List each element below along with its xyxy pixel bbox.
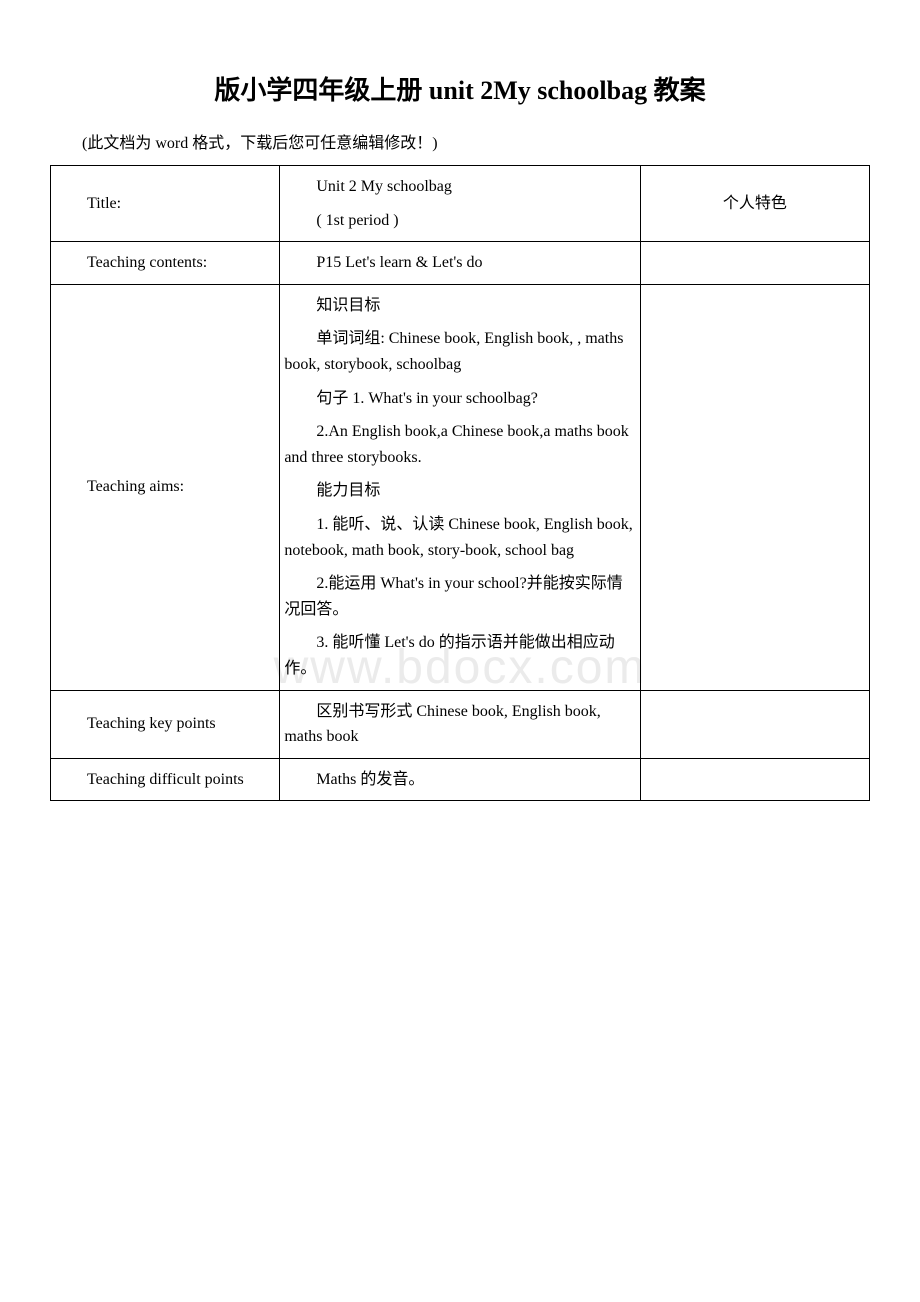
format-note: (此文档为 word 格式，下载后您可任意编辑修改！) xyxy=(50,129,870,153)
content-line: P15 Let's learn & Let's do xyxy=(284,250,635,276)
content-line: 3. 能听懂 Let's do 的指示语并能做出相应动作。 xyxy=(284,630,635,681)
content-line: Unit 2 My schoolbag xyxy=(284,174,635,200)
label-text: Title: xyxy=(55,191,275,217)
content-line: 区别书写形式 Chinese book, English book, maths… xyxy=(284,699,635,750)
label-text: Teaching aims: xyxy=(55,474,275,500)
content-line: 单词词组: Chinese book, English book, , math… xyxy=(284,326,635,377)
content-line: 2.能运用 What's in your school?并能按实际情况回答。 xyxy=(284,571,635,622)
table-row: Teaching difficult points Maths 的发音。 xyxy=(51,758,870,801)
row-label: Teaching difficult points xyxy=(51,758,280,801)
row-side xyxy=(640,242,869,285)
row-side xyxy=(640,690,869,758)
table-row: Title: Unit 2 My schoolbag ( 1st period … xyxy=(51,166,870,242)
row-side: 个人特色 xyxy=(640,166,869,242)
row-side xyxy=(640,284,869,690)
content-line: 能力目标 xyxy=(284,478,635,504)
content-line: ( 1st period ) xyxy=(284,208,635,234)
row-label: Teaching aims: xyxy=(51,284,280,690)
table-row: Teaching aims: 知识目标 单词词组: Chinese book, … xyxy=(51,284,870,690)
row-content: Unit 2 My schoolbag ( 1st period ) xyxy=(280,166,640,242)
lesson-plan-table: Title: Unit 2 My schoolbag ( 1st period … xyxy=(50,165,870,801)
row-content: Maths 的发音。 xyxy=(280,758,640,801)
row-content: 区别书写形式 Chinese book, English book, maths… xyxy=(280,690,640,758)
document-title: 版小学四年级上册 unit 2My schoolbag 教案 xyxy=(50,70,870,107)
table-row: Teaching contents: P15 Let's learn & Let… xyxy=(51,242,870,285)
content-line: 1. 能听、说、认读 Chinese book, English book, n… xyxy=(284,512,635,563)
label-text: Teaching contents: xyxy=(55,250,275,276)
content-line: 知识目标 xyxy=(284,293,635,319)
row-label: Teaching contents: xyxy=(51,242,280,285)
label-text: Teaching difficult points xyxy=(55,767,275,793)
row-label: Teaching key points xyxy=(51,690,280,758)
row-label: Title: xyxy=(51,166,280,242)
content-line: 句子 1. What's in your schoolbag? xyxy=(284,386,635,412)
row-content: 知识目标 单词词组: Chinese book, English book, ,… xyxy=(280,284,640,690)
row-content: P15 Let's learn & Let's do xyxy=(280,242,640,285)
document-content: 版小学四年级上册 unit 2My schoolbag 教案 (此文档为 wor… xyxy=(50,70,870,801)
label-text: Teaching key points xyxy=(55,711,275,737)
content-line: Maths 的发音。 xyxy=(284,767,635,793)
table-row: Teaching key points 区别书写形式 Chinese book,… xyxy=(51,690,870,758)
content-line: 2.An English book,a Chinese book,a maths… xyxy=(284,419,635,470)
row-side xyxy=(640,758,869,801)
